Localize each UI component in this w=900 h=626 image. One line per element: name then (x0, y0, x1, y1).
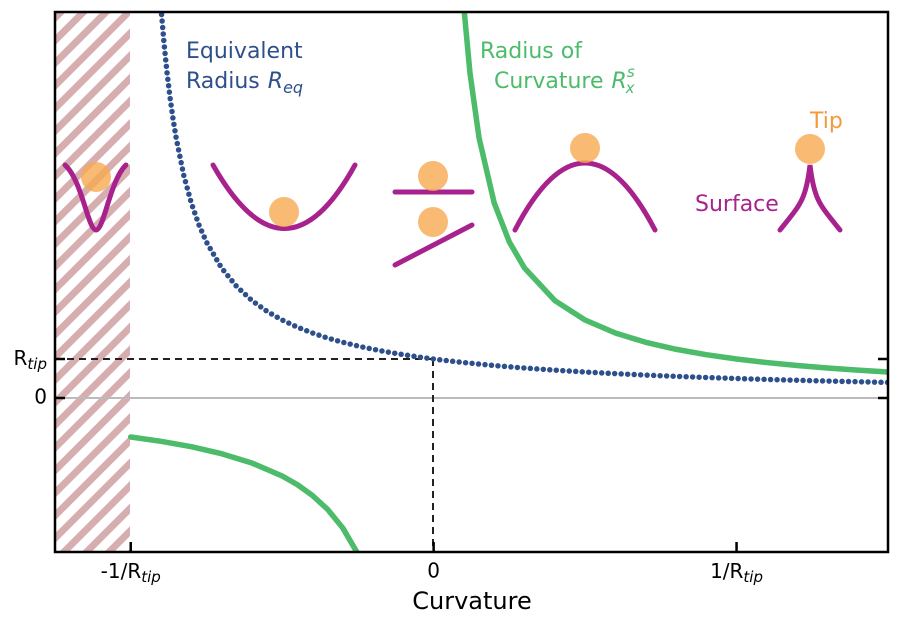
tip-icon (795, 134, 825, 164)
curves (127, 12, 888, 552)
tip-icon (269, 197, 299, 227)
tick-label-text: R (14, 346, 28, 370)
annotation-symbol: R (268, 69, 283, 94)
series-line (158, 12, 888, 386)
surface-icon (392, 222, 475, 268)
annotation: Radius Req (186, 69, 303, 97)
annotation-superscript: s (627, 63, 635, 81)
surface-icon (777, 164, 843, 233)
tick-label-text: 1/R (710, 559, 743, 583)
tip-icons (81, 133, 825, 237)
surface-icon (210, 162, 358, 231)
tip-icon (418, 161, 448, 191)
surface-icon (62, 162, 129, 233)
annotation-symbol: R (612, 69, 627, 94)
tip-icon (418, 207, 448, 237)
tick-label: 1/Rtip (710, 559, 763, 586)
tick-label: 0 (427, 559, 440, 583)
excluded-region (55, 12, 130, 552)
annotation: Tip (809, 109, 843, 134)
tick-label-subscript: tip (27, 355, 47, 373)
surface-icon (512, 160, 658, 233)
tick-label: Rtip (14, 346, 47, 373)
tick-label-subscript: tip (743, 568, 763, 586)
annotation-subscript: eq (283, 78, 303, 97)
series-line (127, 12, 888, 552)
tick-label-text: -1/R (101, 559, 142, 583)
annotation: Radius of (480, 39, 583, 64)
x-axis-label: Curvature (412, 587, 531, 615)
tip-icon (570, 133, 600, 163)
tick-label-subscript: tip (141, 568, 161, 586)
annotation: Curvature Rs x (494, 63, 635, 97)
annotation-subscript: x (625, 79, 635, 97)
tick-label: 0 (34, 384, 47, 408)
annotation-text: Curvature (494, 69, 604, 94)
annotation-text: Radius (186, 69, 260, 94)
annotation: Surface (695, 192, 779, 217)
plot-frame (53, 10, 890, 554)
tip-icon (81, 162, 111, 192)
annotation: Equivalent (186, 39, 303, 64)
tick-label: -1/Rtip (101, 559, 161, 586)
